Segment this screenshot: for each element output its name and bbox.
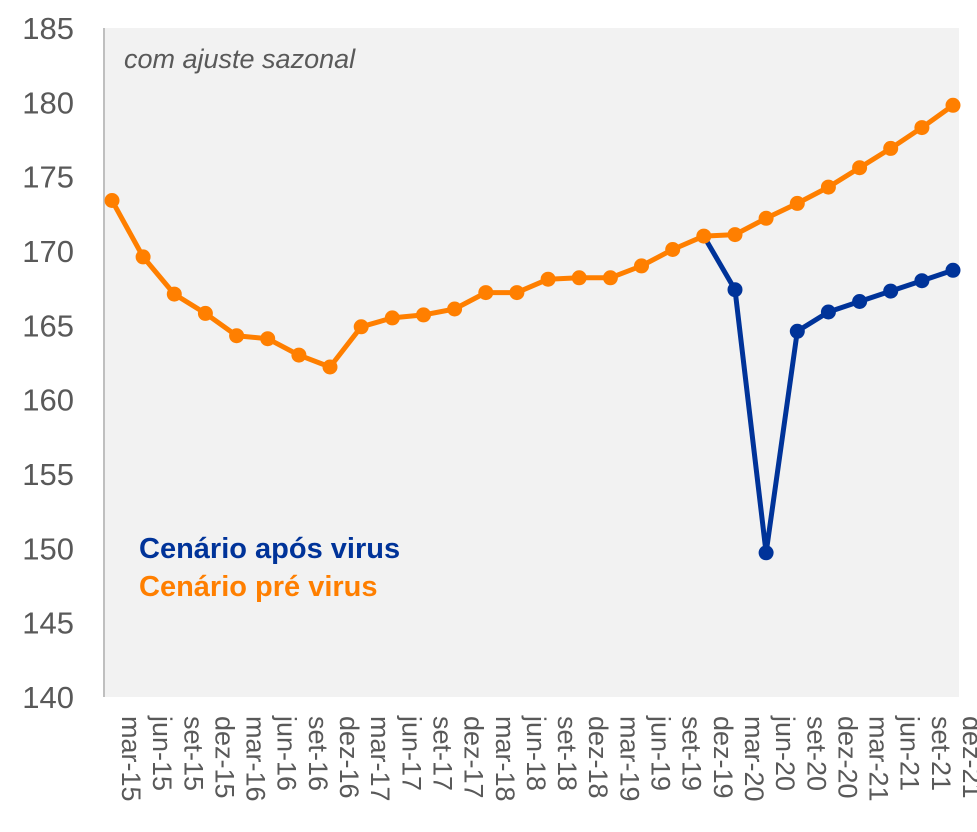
data-point xyxy=(571,270,587,286)
x-tick-label: jun-15 xyxy=(147,715,177,791)
x-axis-ticks: mar-15 jun-15 set-15 dez-15 mar-16 jun-16 set-… xyxy=(116,715,977,802)
y-tick-label: 185 xyxy=(22,11,74,46)
data-point xyxy=(166,286,182,302)
data-point xyxy=(384,310,400,326)
x-tick-label: jun-18 xyxy=(521,715,551,791)
y-axis-ticks: 140 145 150 155 160 165 170 175 180 185 xyxy=(22,11,74,715)
x-tick-label: set-15 xyxy=(178,716,208,791)
x-tick-label: set-17 xyxy=(427,716,457,791)
x-tick-label: dez-19 xyxy=(708,716,738,799)
y-tick-label: 170 xyxy=(22,234,74,269)
data-point xyxy=(229,328,245,344)
data-point xyxy=(789,323,805,339)
x-tick-label: mar-18 xyxy=(490,716,520,802)
x-tick-label: dez-17 xyxy=(459,716,489,799)
x-tick-label: dez-20 xyxy=(832,716,862,799)
y-tick-label: 165 xyxy=(22,308,74,343)
data-point xyxy=(852,160,868,176)
data-point xyxy=(758,210,774,226)
data-point xyxy=(945,262,961,278)
data-point xyxy=(945,97,961,113)
data-point xyxy=(260,331,276,347)
x-tick-label: mar-15 xyxy=(116,716,146,802)
data-point xyxy=(353,319,369,335)
y-tick-label: 175 xyxy=(22,160,74,195)
y-tick-label: 180 xyxy=(22,85,74,120)
x-tick-label: mar-21 xyxy=(864,716,894,802)
data-point xyxy=(634,258,649,274)
x-tick-label: dez-16 xyxy=(334,716,364,799)
data-point xyxy=(540,271,556,287)
x-tick-label: jun-21 xyxy=(895,715,925,791)
data-point xyxy=(914,273,930,289)
data-point xyxy=(696,228,712,244)
data-point xyxy=(602,270,618,286)
x-tick-label: set-19 xyxy=(677,716,707,791)
data-point xyxy=(727,227,743,243)
x-tick-label: jun-20 xyxy=(770,715,800,791)
x-tick-label: dez-21 xyxy=(957,716,977,799)
data-point xyxy=(820,179,836,195)
data-point xyxy=(914,120,930,136)
legend-entry: Cenário após virus xyxy=(139,533,400,565)
data-point xyxy=(197,305,213,321)
x-tick-label: mar-20 xyxy=(739,716,769,802)
x-tick-label: dez-15 xyxy=(209,716,239,799)
x-tick-label: set-20 xyxy=(801,716,831,791)
data-point xyxy=(789,195,805,211)
data-point xyxy=(322,359,338,375)
series-1 xyxy=(104,97,961,375)
series-0 xyxy=(701,233,961,561)
x-tick-label: set-16 xyxy=(303,716,333,791)
series-line xyxy=(109,102,956,370)
x-tick-label: jun-16 xyxy=(272,715,302,791)
plot-background xyxy=(104,28,959,697)
data-point xyxy=(883,283,899,299)
data-point xyxy=(416,307,431,323)
x-tick-label: mar-19 xyxy=(614,716,644,802)
data-point xyxy=(509,285,525,301)
legend-entry: Cenário pré virus xyxy=(139,571,378,603)
data-point xyxy=(758,545,774,561)
x-tick-label: mar-16 xyxy=(241,716,271,802)
x-tick-label: set-18 xyxy=(552,716,582,791)
data-point xyxy=(291,347,307,363)
data-point xyxy=(852,294,868,309)
legend: Cenário após virus Cenário pré virus xyxy=(139,533,400,603)
data-point xyxy=(447,301,463,317)
x-tick-label: jun-17 xyxy=(396,715,426,791)
data-point xyxy=(135,249,151,265)
y-tick-label: 140 xyxy=(22,680,74,715)
data-point xyxy=(478,285,494,301)
x-tick-label: jun-19 xyxy=(646,715,676,791)
data-point xyxy=(820,304,836,320)
data-point xyxy=(665,242,681,257)
x-tick-label: mar-17 xyxy=(365,716,395,802)
y-tick-label: 145 xyxy=(22,606,74,641)
data-point xyxy=(883,140,899,156)
data-point xyxy=(104,193,120,208)
chart-annotation: com ajuste sazonal xyxy=(124,44,356,74)
series-lines xyxy=(104,97,961,561)
y-tick-label: 150 xyxy=(22,531,74,566)
data-point xyxy=(727,282,743,298)
x-tick-label: dez-18 xyxy=(583,716,613,799)
x-tick-label: set-21 xyxy=(926,716,956,791)
y-tick-label: 155 xyxy=(22,457,74,492)
y-tick-label: 160 xyxy=(22,383,74,418)
